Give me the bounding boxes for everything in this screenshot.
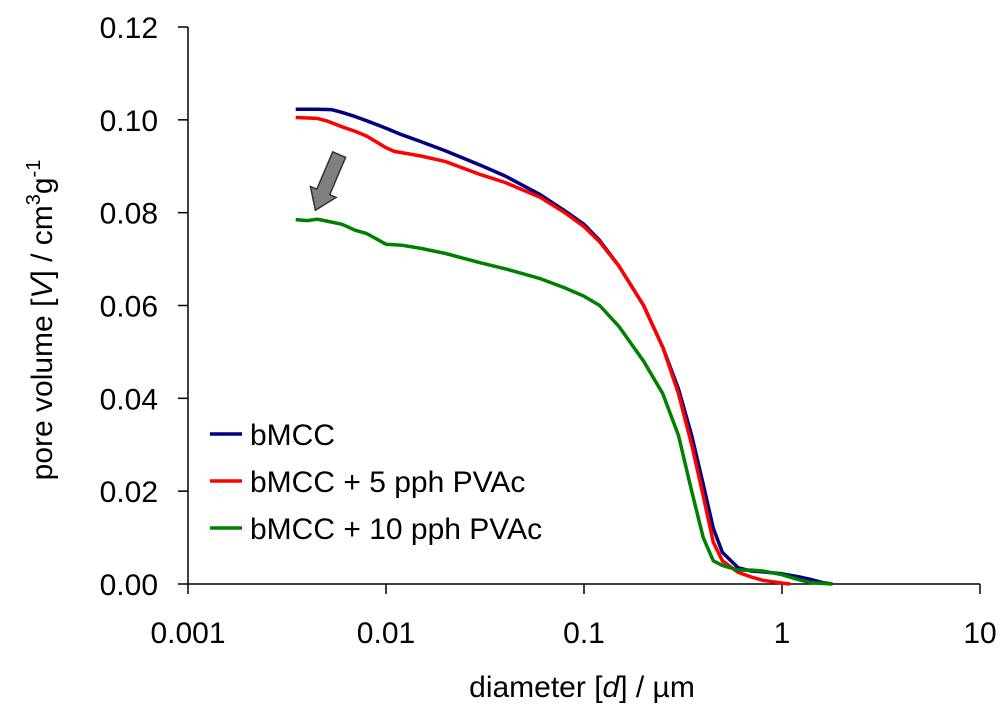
x-tick-label: 10 [963,617,996,650]
y-axis-title-sup1: 3 [23,194,45,205]
x-axis-title: diameter [d] / µm [469,671,695,704]
x-tick-label: 0.001 [150,617,225,650]
y-axis-title-prefix: pore volume [ [26,298,59,480]
y-tick-label: 0.08 [100,198,158,231]
x-axis-title-suffix: ] / µm [619,671,695,704]
legend-label: bMCC + 10 pph PVAc [250,513,542,546]
y-axis-title-variable: V [26,276,59,299]
y-axis-title-base2: g [26,177,59,194]
y-tick-label: 0.06 [100,291,158,324]
annotation [309,150,347,212]
x-axis-title-variable: d [603,671,621,704]
legend: bMCC bMCC + 5 pph PVAc bMCC + 10 pph PVAc [210,419,542,546]
y-axis-title-sup2: -1 [23,160,45,178]
x-axis-title-prefix: diameter [ [469,671,603,704]
arrow-icon [309,150,347,212]
y-tick-label: 0.00 [100,569,158,602]
y-tick-label: 0.02 [100,476,158,509]
y-axis-title-mid: ] / cm [26,205,59,278]
x-tick-label: 0.01 [357,617,415,650]
y-axis-title: pore volume [V] / cm3g-1 [23,160,59,481]
y-tick-label: 0.12 [100,12,158,45]
series-line-3 [295,217,833,586]
series-line-2 [295,115,791,586]
x-tick-label: 0.1 [563,617,605,650]
y-tick-label: 0.10 [100,105,158,138]
x-tick-label: 1 [774,617,791,650]
series [295,107,833,586]
legend-label: bMCC [250,419,335,452]
legend-label: bMCC + 5 pph PVAc [250,466,525,499]
ticks: 0.001 0.01 0.1 1 10 0.00 0.02 0.04 0.06 0.08 0.10 0… [100,12,997,650]
y-tick-label: 0.04 [100,383,158,416]
